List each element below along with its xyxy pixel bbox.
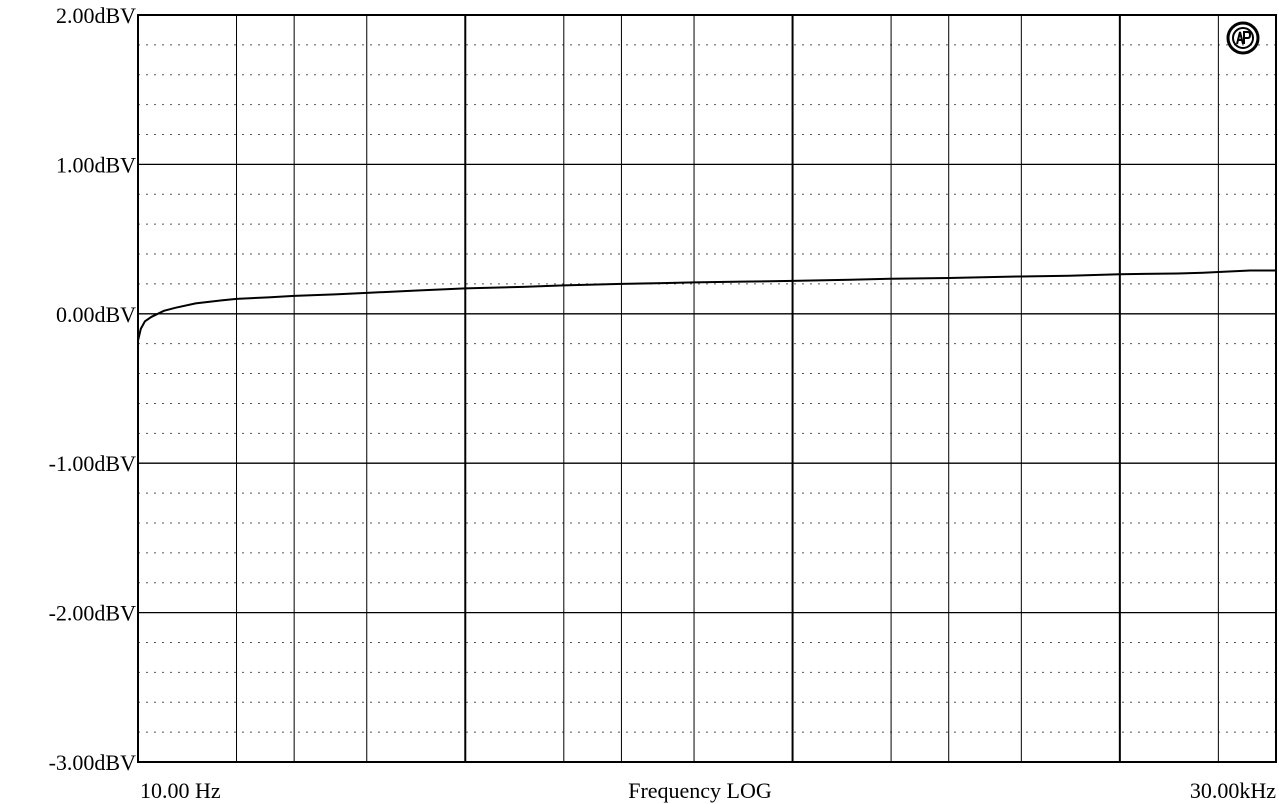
plot-frame <box>137 14 1277 763</box>
y-tick-label: 0.00dBV <box>56 302 136 327</box>
x-tick-label-right: 30.00kHz <box>1190 778 1276 803</box>
y-tick-labels: 2.00dBV 1.00dBV 0.00dBV -1.00dBV -2.00dBV -3.… <box>49 3 137 775</box>
x-tick-label-left: 10.00 Hz <box>140 778 221 803</box>
major-grid <box>138 15 1276 762</box>
ap-logo-icon <box>1226 21 1260 55</box>
y-tick-label: -3.00dBV <box>49 750 137 775</box>
series-group <box>137 269 1276 341</box>
y-tick-label: -2.00dBV <box>49 601 137 626</box>
y-tick-label: 1.00dBV <box>56 152 136 177</box>
series-line <box>137 269 1276 341</box>
minor-grid <box>138 44 1276 733</box>
x-axis-label: Frequency LOG <box>628 778 772 803</box>
y-tick-label: 2.00dBV <box>56 3 136 28</box>
y-tick-label: -1.00dBV <box>49 451 137 476</box>
